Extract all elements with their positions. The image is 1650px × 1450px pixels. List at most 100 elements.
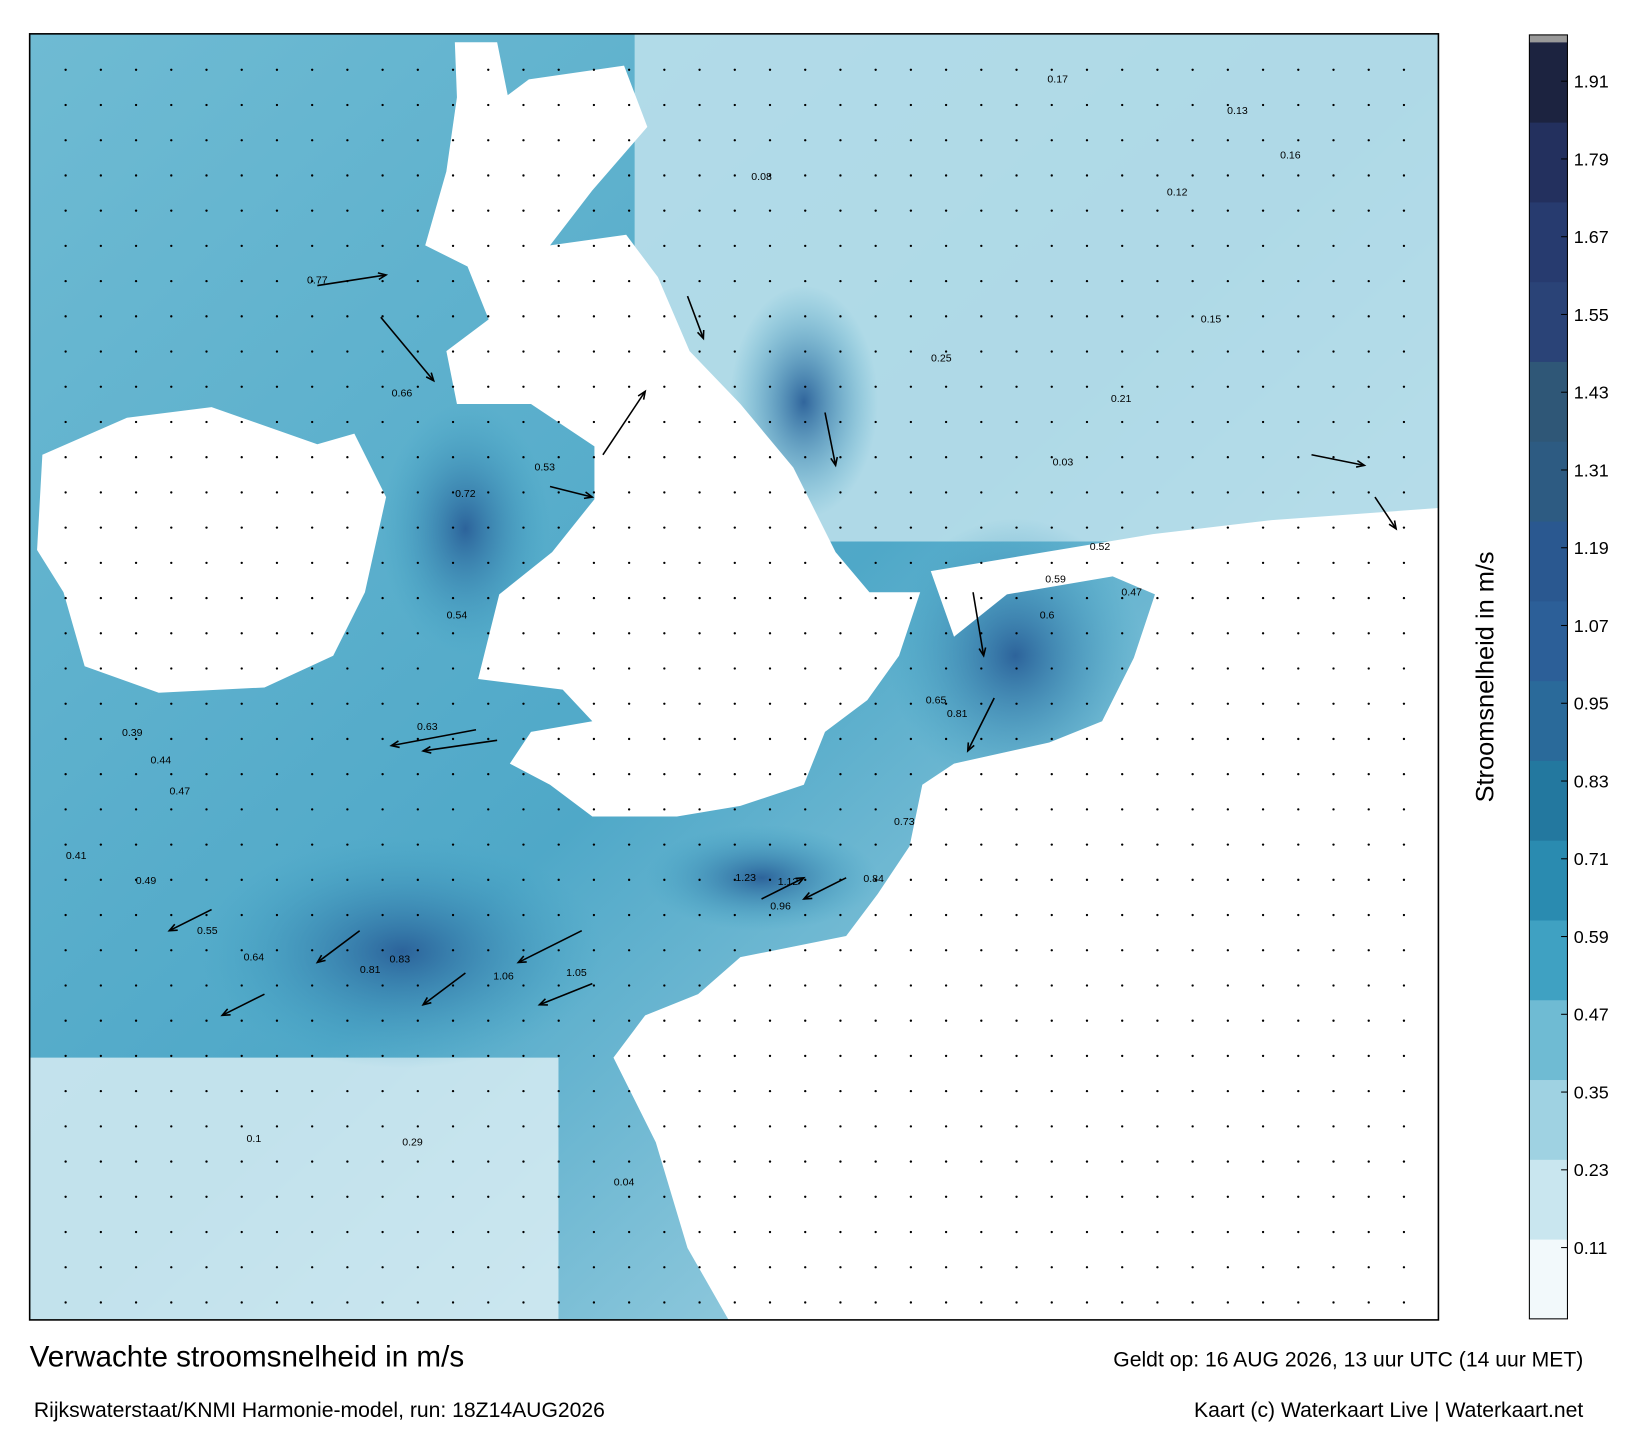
grid-dot — [557, 315, 560, 318]
grid-dot — [1367, 1195, 1370, 1198]
grid-dot — [944, 1089, 948, 1093]
grid-dot — [1156, 209, 1159, 212]
grid-dot — [1226, 1301, 1230, 1304]
grid-dot — [240, 1230, 243, 1234]
arrow-head — [696, 329, 705, 341]
grid-dot — [205, 315, 208, 318]
grid-dot — [592, 632, 596, 635]
grid-dot — [275, 632, 279, 635]
grid-dot — [416, 949, 419, 952]
grid-dot — [909, 596, 913, 600]
grid-dot — [134, 526, 138, 529]
grid-dot — [909, 526, 913, 529]
grid-dot — [1085, 1054, 1089, 1058]
colorbar-tick-label: 1.31 — [1574, 460, 1609, 480]
grid-dot — [944, 913, 948, 917]
grid-dot — [205, 878, 208, 881]
grid-dot — [416, 1089, 419, 1093]
grid-dot — [980, 1266, 983, 1269]
grid-dot — [381, 315, 384, 318]
grid-dot — [64, 315, 67, 318]
grid-dot — [980, 420, 983, 424]
grid-dot — [275, 279, 279, 283]
grid-dot — [451, 596, 455, 600]
grid-dot — [64, 596, 67, 600]
grid-dot — [170, 878, 173, 881]
grid-dot — [522, 420, 525, 424]
grid-dot — [1015, 878, 1018, 881]
grid-dot — [698, 808, 701, 811]
grid-dot — [1367, 1019, 1370, 1022]
grid-dot — [134, 773, 138, 776]
grid-dot — [275, 315, 279, 318]
grid-dot — [1121, 68, 1124, 71]
grid-dot — [1191, 1019, 1194, 1022]
grid-dot — [1297, 209, 1300, 212]
grid-dot — [1226, 1230, 1230, 1234]
grid-dot — [451, 808, 455, 811]
grid-dot — [1297, 808, 1300, 811]
grid-dot — [1261, 174, 1265, 177]
grid-dot — [1156, 773, 1159, 776]
grid-dot — [627, 315, 631, 318]
grid-dot — [381, 773, 384, 776]
grid-dot — [1226, 244, 1230, 248]
grid-dot — [627, 526, 631, 529]
grid-dot — [839, 1089, 842, 1093]
grid-dot — [346, 526, 349, 529]
grid-dot — [874, 878, 877, 881]
grid-dot — [557, 1230, 560, 1234]
grid-dot — [1332, 596, 1335, 600]
grid-dot — [1156, 456, 1159, 459]
grid-dot — [240, 103, 243, 107]
grid-dot — [944, 984, 948, 987]
grid-dot — [804, 103, 807, 107]
grid-dot — [663, 491, 666, 494]
grid-dot — [1297, 843, 1300, 846]
grid-dot — [1156, 279, 1159, 283]
grid-dot — [1297, 1230, 1300, 1234]
grid-dot — [698, 1054, 701, 1058]
grid-dot — [205, 773, 208, 776]
grid-dot — [1191, 1266, 1194, 1269]
grid-dot — [310, 1089, 314, 1093]
grid-dot — [768, 1054, 772, 1058]
grid-dot — [64, 913, 67, 917]
grid-dot — [557, 1019, 560, 1022]
grid-dot — [944, 1125, 948, 1128]
grid-dot — [557, 596, 560, 600]
speed-label: 0.03 — [1053, 456, 1074, 468]
grid-dot — [275, 984, 279, 987]
grid-dot — [663, 420, 666, 424]
grid-dot — [1261, 1125, 1265, 1128]
grid-dot — [451, 1125, 455, 1128]
grid-dot — [64, 1230, 67, 1234]
grid-dot — [1085, 526, 1089, 529]
grid-dot — [1332, 279, 1335, 283]
grid-dot — [627, 949, 631, 952]
grid-dot — [874, 913, 877, 917]
grid-dot — [275, 1089, 279, 1093]
grid-dot — [1297, 1089, 1300, 1093]
grid-dot — [1015, 702, 1018, 705]
grid-dot — [698, 737, 701, 741]
grid-dot — [416, 209, 419, 212]
grid-dot — [944, 139, 948, 142]
grid-dot — [592, 139, 596, 142]
grid-dot — [1156, 808, 1159, 811]
grid-dot — [451, 456, 455, 459]
grid-dot — [1156, 1125, 1159, 1128]
grid-dot — [1121, 596, 1124, 600]
grid-dot — [733, 843, 736, 846]
grid-dot — [1402, 1230, 1406, 1234]
grid-dot — [909, 984, 913, 987]
grid-dot — [874, 1019, 877, 1022]
grid-dot — [733, 773, 736, 776]
grid-dot — [1015, 632, 1018, 635]
grid-dot — [487, 279, 490, 283]
grid-dot — [64, 1019, 67, 1022]
grid-dot — [592, 1266, 596, 1269]
grid-dot — [134, 913, 138, 917]
grid-dot — [663, 702, 666, 705]
